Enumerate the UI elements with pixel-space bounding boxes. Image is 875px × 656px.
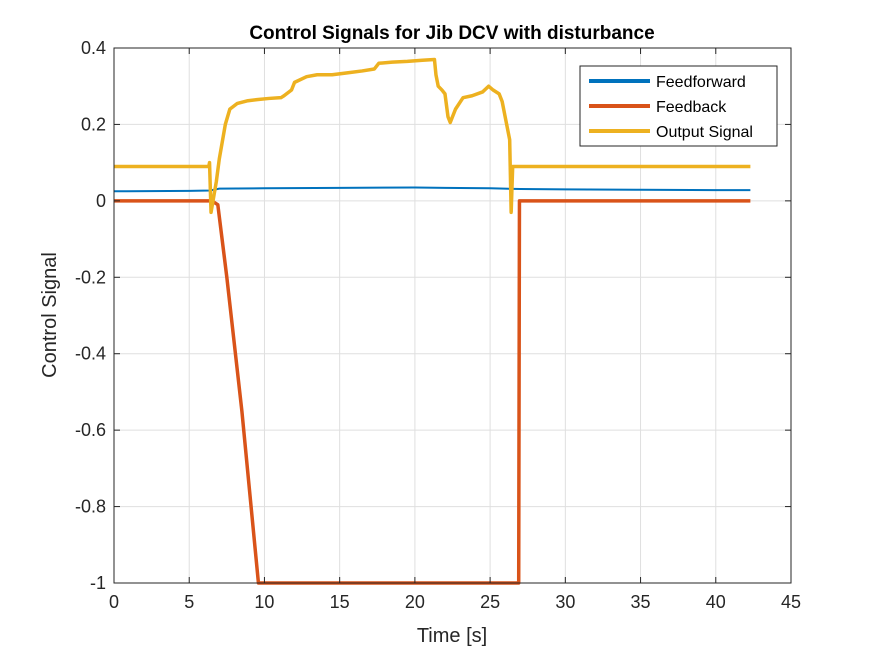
y-tick-label: 0.4 [81,38,106,58]
y-tick-label: 0 [96,191,106,211]
y-tick-label: -0.2 [75,267,106,287]
y-tick-labels: -1 -0.8 -0.6 -0.4 -0.2 0 0.2 0.4 [75,38,106,593]
y-tick-label: 0.2 [81,114,106,134]
series-line-output-signal [114,57,751,215]
x-tick-label: 35 [631,592,651,612]
y-axis-label: Control Signal [39,252,61,378]
y-tick-label: -0.4 [75,344,106,364]
plot-box [113,47,792,584]
axes [113,47,792,584]
x-tick-label: 5 [184,592,194,612]
x-tick-label: 15 [330,592,350,612]
x-tick-labels: 0 5 10 15 20 25 30 35 40 45 [109,592,801,612]
y-tick-label: -0.6 [75,420,106,440]
x-tick-label: 0 [109,592,119,612]
legend-label-feedback: Feedback [656,99,727,116]
chart-title: Control Signals for Jib DCV with disturb… [249,23,654,44]
x-tick-label: 10 [254,592,274,612]
y-tick-label: -1 [90,573,106,593]
legend: Feedforward Feedback Output Signal [579,65,778,147]
tick-marks [113,47,792,584]
legend-label-feedforward: Feedforward [656,74,746,91]
series-layer [113,57,751,585]
legend-label-output-signal: Output Signal [656,124,753,141]
x-tick-label: 40 [706,592,726,612]
x-tick-label: 45 [781,592,801,612]
x-tick-label: 25 [480,592,500,612]
y-tick-label: -0.8 [75,497,106,517]
x-tick-label: 30 [555,592,575,612]
x-axis-label: Time [s] [417,625,487,647]
x-tick-label: 20 [405,592,425,612]
